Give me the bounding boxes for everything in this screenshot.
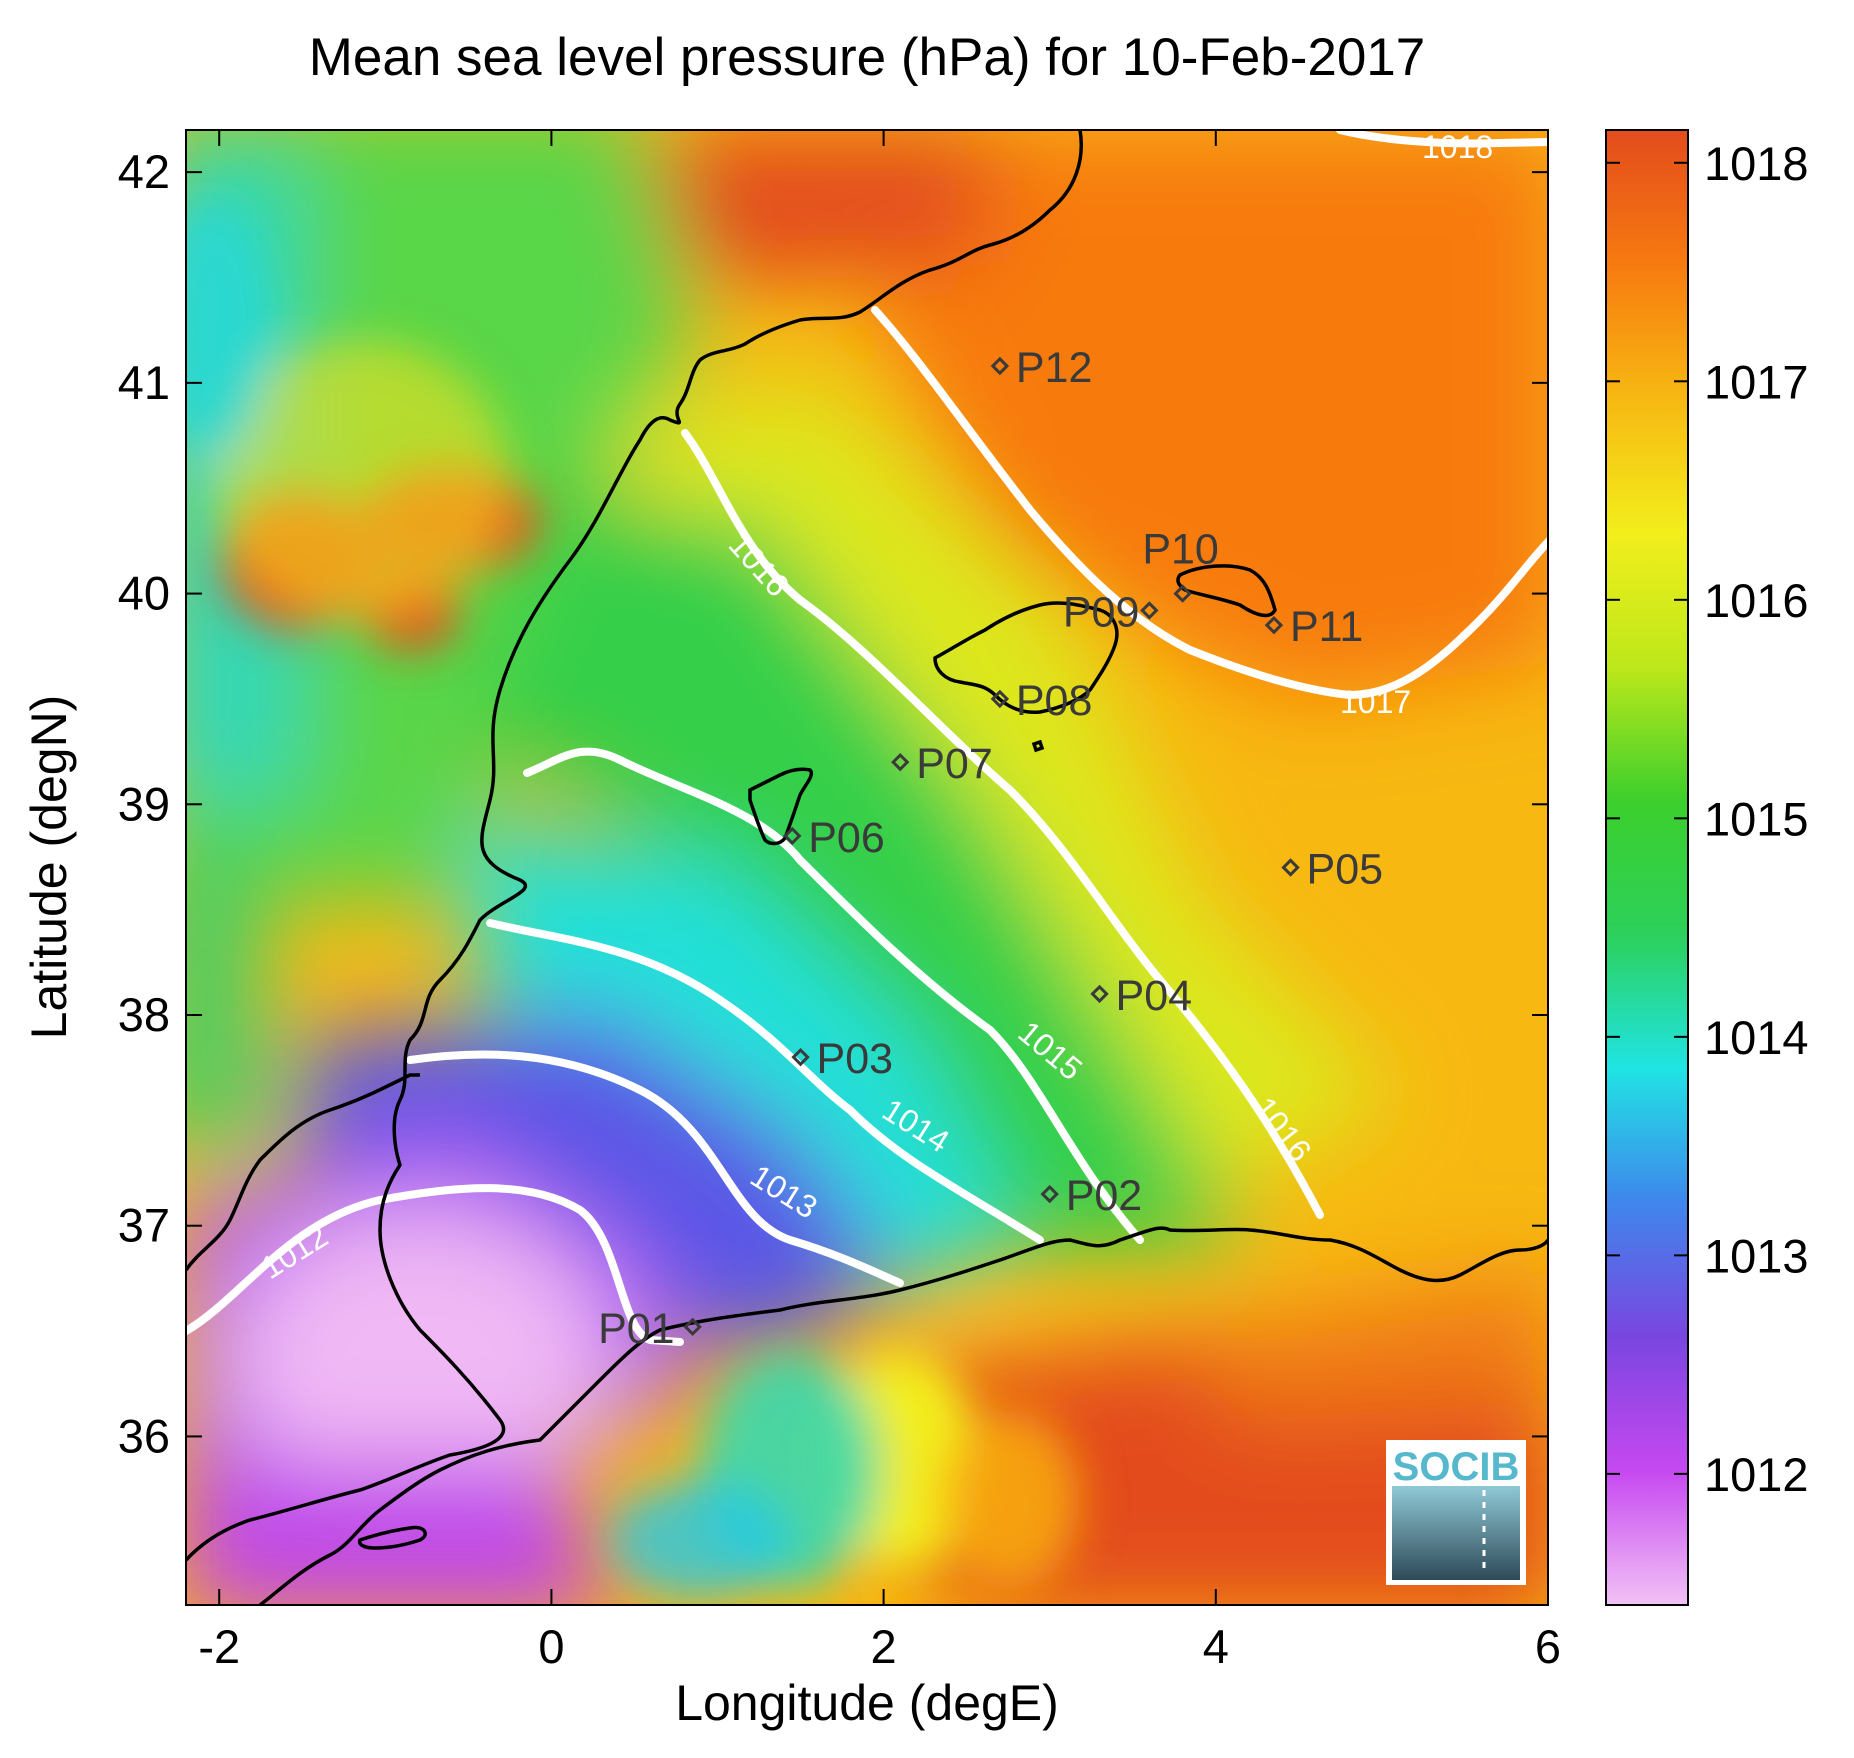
station-label: P11 [1290,603,1363,651]
station-marker [990,356,1010,376]
alboran-islet [357,1525,427,1550]
station-marker [791,1047,810,1067]
station-label: P02 [1066,1172,1143,1220]
colorbar-tick-label: 1012 [1704,1448,1809,1501]
socib-logo: SOCIB [1386,1440,1526,1585]
y-axis-title: Latitude (degN) [21,695,77,1040]
station-label: P01 [598,1305,675,1353]
station-label: P12 [1016,344,1093,392]
colorbar-ticks: 1012 1013 1014 1015 1016 1017 1018 [1606,137,1809,1501]
station-label: P09 [1063,588,1140,636]
contour-1014 [486,919,1044,1244]
colorbar-tick-label: 1015 [1704,792,1809,845]
x-tick-label: 4 [1203,1620,1229,1673]
y-tick-label: 41 [118,356,170,409]
logo-text: SOCIB [1393,1445,1520,1489]
southern-coastline [258,1226,1548,1605]
contour-1018 [1336,130,1548,148]
contour-1015 [523,747,1144,1244]
figure-title: Mean sea level pressure (hPa) for 10-Feb… [309,28,1426,87]
colorbar-frame [1605,129,1689,1606]
cabrera-islet [1031,739,1045,753]
station-marker [891,752,910,772]
station-marker [990,689,1010,709]
y-tick-label: 42 [118,145,170,198]
station-label: P08 [1016,677,1093,725]
colorbar-tick-label: 1017 [1704,355,1809,408]
colorbar-tick-label: 1014 [1704,1011,1809,1064]
contour-1016 [681,429,1324,1219]
contour-label-1017: 1017 [1340,684,1411,720]
x-tick-label: -2 [198,1620,240,1673]
iberian-coastline [186,130,1083,1562]
colorbar-tick-label: 1013 [1704,1229,1809,1282]
north-africa-coastline [186,1073,420,1272]
station-label: P03 [817,1035,894,1083]
station-label: P06 [808,814,885,862]
station-label: P05 [1307,846,1384,894]
logo-gradient [1392,1486,1520,1580]
station-marker [783,826,802,846]
x-tick-label: 0 [538,1620,564,1673]
pressure-field-detail [186,200,1080,1600]
x-axis-title: Longitude (degE) [675,1675,1059,1731]
contour-label-1018: 1018 [1422,129,1493,165]
station-label: P07 [916,740,993,788]
station-marker [1090,984,1109,1004]
mallorca-island [933,601,1119,715]
plot-frame [185,129,1549,1606]
colorbar-tick-label: 1016 [1704,574,1809,627]
y-tick-label: 38 [118,988,170,1041]
plot-area: 1012 1013 1014 1015 1016 1016 1017 1018 … [186,129,1548,1605]
station-label: P10 [1142,526,1219,574]
station-label: P04 [1116,972,1193,1020]
y-tick-label: 37 [118,1199,170,1252]
station-marker [1281,858,1300,877]
colorbar-tick-label: 1018 [1704,137,1809,190]
y-tick-label: 36 [118,1409,170,1462]
x-axis-ticks: -2 0 2 4 6 [198,130,1561,1673]
colorbar [1606,130,1688,1605]
x-tick-label: 6 [1535,1620,1561,1673]
contour-1013 [406,1050,904,1287]
station-marker [1173,584,1192,603]
x-tick-label: 2 [871,1620,897,1673]
ibiza-island [748,767,813,846]
station-marker [1264,615,1284,635]
y-tick-label: 40 [118,567,170,620]
contour-1017 [871,306,1548,699]
station-marker [1040,1184,1059,1204]
y-tick-label: 39 [118,777,170,830]
y-axis-ticks: 36 37 38 39 40 41 42 [118,145,1548,1462]
station-marker [683,1317,702,1337]
station-marker [1140,601,1159,620]
contour-1012 [186,1184,684,1346]
